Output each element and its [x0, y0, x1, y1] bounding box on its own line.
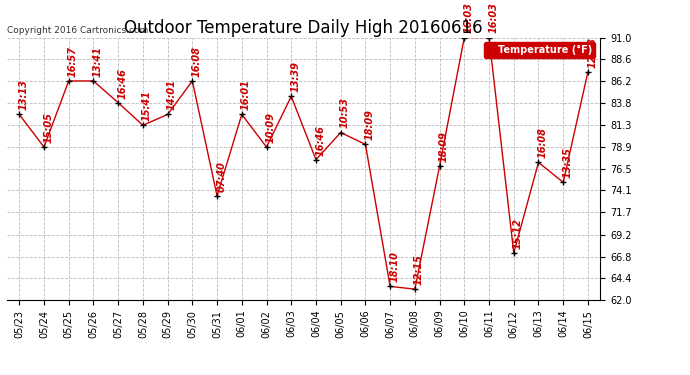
Text: 18:09: 18:09: [439, 131, 449, 162]
Text: 16:57: 16:57: [68, 46, 78, 77]
Text: 16:46: 16:46: [315, 124, 325, 156]
Text: 13:41: 13:41: [92, 46, 103, 77]
Text: 10:09: 10:09: [266, 112, 276, 143]
Text: 16:08: 16:08: [192, 46, 201, 77]
Text: 10:53: 10:53: [340, 98, 350, 128]
Text: 16:03: 16:03: [489, 3, 498, 33]
Text: 13:13: 13:13: [19, 80, 28, 110]
Text: 16:08: 16:08: [538, 128, 548, 158]
Text: 13:39: 13:39: [290, 61, 300, 92]
Text: 16:46: 16:46: [117, 68, 128, 99]
Text: 14:01: 14:01: [167, 80, 177, 110]
Legend: Temperature (°F): Temperature (°F): [484, 42, 595, 58]
Text: 07:40: 07:40: [216, 161, 226, 192]
Text: 16:01: 16:01: [241, 80, 251, 110]
Text: 18:09: 18:09: [364, 109, 375, 140]
Title: Outdoor Temperature Daily High 20160616: Outdoor Temperature Daily High 20160616: [124, 20, 483, 38]
Text: 18:10: 18:10: [389, 251, 400, 282]
Text: 12:15: 12:15: [414, 254, 424, 285]
Text: 16:03: 16:03: [464, 3, 473, 33]
Text: 15:12: 15:12: [513, 218, 523, 249]
Text: 15:05: 15:05: [43, 112, 53, 143]
Text: Copyright 2016 Cartronics.com: Copyright 2016 Cartronics.com: [7, 26, 148, 35]
Text: 13:35: 13:35: [562, 147, 573, 178]
Text: 15:41: 15:41: [142, 90, 152, 121]
Text: 12:38: 12:38: [587, 37, 597, 68]
